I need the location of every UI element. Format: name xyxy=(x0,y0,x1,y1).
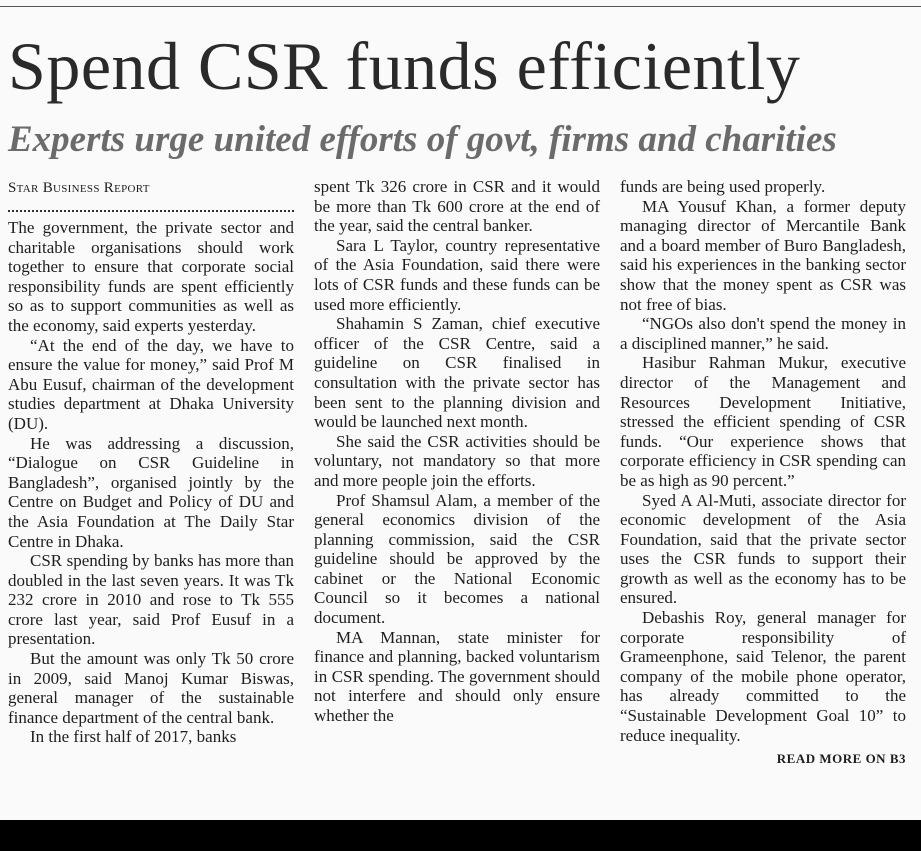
read-more-link[interactable]: READ MORE ON B3 xyxy=(776,751,906,767)
paragraph: MA Mannan, state minister for finance an… xyxy=(314,627,600,726)
headline: Spend CSR funds efficiently xyxy=(8,28,801,104)
article-column-3: funds are being used properly. MA Yousuf… xyxy=(620,177,906,769)
paragraph: “At the end of the day, we have to ensur… xyxy=(8,335,294,433)
paragraph: “NGOs also don't spend the money in a di… xyxy=(620,314,906,353)
paragraph: funds are being used properly. xyxy=(620,177,826,196)
paragraph: Prof Shamsul Alam, a member of the gener… xyxy=(314,490,600,628)
dotted-divider xyxy=(8,198,294,212)
paragraph: Shahamin S Zaman, chief executive office… xyxy=(314,314,600,432)
paragraph: MA Yousuf Khan, a former deputy managing… xyxy=(620,196,906,314)
paragraph: She said the CSR activities should be vo… xyxy=(314,431,600,490)
article-column-1: Star Business Report The government, the… xyxy=(8,176,294,747)
paragraph: Hasibur Rahman Mukur, executive director… xyxy=(620,353,906,490)
article-column-2: spent Tk 326 crore in CSR and it would b… xyxy=(314,177,600,726)
paragraph: spent Tk 326 crore in CSR and it would b… xyxy=(314,177,600,236)
top-rule xyxy=(0,6,921,7)
paragraph: He was addressing a discussion, “Dialogu… xyxy=(8,433,294,551)
subheadline: Experts urge united efforts of govt, fir… xyxy=(8,119,837,160)
paragraph: But the amount was only Tk 50 crore in 2… xyxy=(8,649,294,727)
byline: Star Business Report xyxy=(8,180,150,196)
paragraph: Syed A Al-Muti, associate director for e… xyxy=(620,490,906,608)
paragraph: Debashis Roy, general manager for corpor… xyxy=(620,608,906,745)
bottom-black-bar xyxy=(0,820,921,851)
paragraph: CSR spending by banks has more than doub… xyxy=(8,551,294,649)
paragraph: In the first half of 2017, banks xyxy=(30,727,237,747)
paragraph: The government, the private sector and c… xyxy=(8,218,294,335)
paragraph: Sara L Taylor, country representative of… xyxy=(314,235,600,314)
